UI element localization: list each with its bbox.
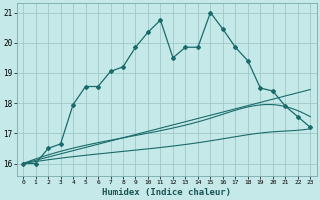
X-axis label: Humidex (Indice chaleur): Humidex (Indice chaleur) (102, 188, 231, 197)
